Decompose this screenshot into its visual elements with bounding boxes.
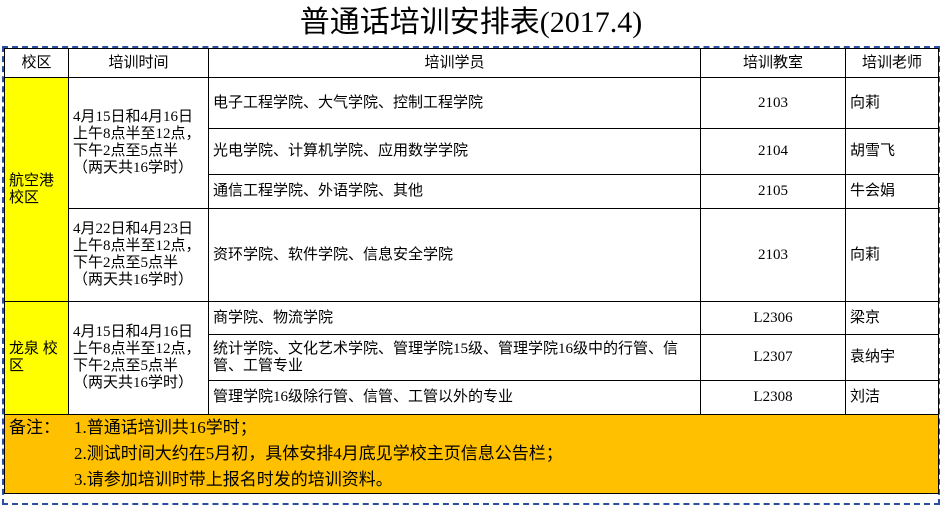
- room-cell: L2308: [700, 380, 846, 415]
- sheet-title-row: 普通话培训安排表(2017.4): [0, 0, 942, 46]
- teacher-cell: 袁纳宇: [845, 334, 939, 381]
- time-cell-block-1: 4月15日和4月16日 上午8点半至12点， 下午2点至5点半 （两天共16学时…: [68, 77, 209, 209]
- notes-row: 备注： 1.普通话培训共16学时； 2.测试时间大约在5月初，具体安排4月底见学…: [4, 414, 939, 494]
- table-row: 龙泉 校区 4月15日和4月16日 上午8点半至12点， 下午2点至5点半 （两…: [4, 301, 939, 415]
- table-row: 光电学院、计算机学院、应用数学学院 2104 胡雪飞: [5, 128, 939, 175]
- table-row: 4月22日和4月23日 上午8点半至12点， 下午2点至5点半 （两天共16学时…: [5, 208, 939, 302]
- table-row: 航空港 校区 4月15日和4月16日 上午8点半至12点， 下午2点至5点半 （…: [4, 77, 939, 302]
- time-cell-block-2: 4月22日和4月23日 上午8点半至12点， 下午2点至5点半 （两天共16学时…: [68, 208, 209, 302]
- campus-cell-hangkonggang: 航空港 校区: [4, 77, 69, 302]
- students-cell: 通信工程学院、外语学院、其他: [208, 174, 701, 209]
- header-teacher: 培训老师: [845, 48, 939, 78]
- students-cell: 光电学院、计算机学院、应用数学学院: [208, 128, 701, 175]
- note-line-1: 1.普通话培训共16学时；: [74, 418, 257, 437]
- note-line-3: 3.请参加培训时带上报名时发的培训资料。: [74, 470, 393, 489]
- students-cell: 资环学院、软件学院、信息安全学院: [208, 208, 701, 302]
- training-schedule-table: 校区 培训时间 培训学员 培训教室 培训老师 航空港 校区 4月15日和4月16…: [4, 48, 939, 494]
- header-students: 培训学员: [208, 48, 701, 78]
- page-title: 普通话培训安排表(2017.4): [299, 6, 643, 39]
- header-time: 培训时间: [68, 48, 209, 78]
- students-cell: 统计学院、文化艺术学院、管理学院15级、管理学院16级中的行管、信管、工管专业: [208, 334, 701, 381]
- notes-label: 备注：: [9, 418, 60, 437]
- room-cell: 2103: [700, 208, 846, 302]
- teacher-cell: 刘洁: [845, 380, 939, 415]
- notes-cell: 备注： 1.普通话培训共16学时； 2.测试时间大约在5月初，具体安排4月底见学…: [4, 414, 939, 494]
- note-line-2: 2.测试时间大约在5月初，具体安排4月底见学校主页信息公告栏；: [74, 444, 563, 463]
- header-room: 培训教室: [700, 48, 846, 78]
- table-row: 管理学院16级除行管、信管、工管以外的专业 L2308 刘洁: [5, 380, 939, 415]
- campus-cell-longquan: 龙泉 校区: [4, 301, 69, 415]
- students-cell: 商学院、物流学院: [208, 301, 701, 335]
- teacher-cell: 梁京: [845, 301, 939, 335]
- selection-marquee: [2, 46, 940, 505]
- table-header-row: 校区 培训时间 培训学员 培训教室 培训老师: [4, 48, 939, 78]
- room-cell: 2103: [700, 77, 846, 129]
- header-campus: 校区: [4, 48, 69, 78]
- students-cell: 管理学院16级除行管、信管、工管以外的专业: [208, 380, 701, 415]
- room-cell: L2306: [700, 301, 846, 335]
- notes-list: 1.普通话培训共16学时； 2.测试时间大约在5月初，具体安排4月底见学校主页信…: [74, 416, 563, 493]
- students-cell: 电子工程学院、大气学院、控制工程学院: [208, 77, 701, 129]
- teacher-cell: 向莉: [845, 77, 939, 129]
- teacher-cell: 牛会娟: [845, 174, 939, 209]
- room-cell: 2104: [700, 128, 846, 175]
- time-cell-block-3: 4月15日和4月16日 上午8点半至12点， 下午2点至5点半 （两天共16学时…: [68, 301, 209, 415]
- room-cell: L2307: [700, 334, 846, 381]
- room-cell: 2105: [700, 174, 846, 209]
- table-row: 统计学院、文化艺术学院、管理学院15级、管理学院16级中的行管、信管、工管专业 …: [5, 334, 939, 381]
- teacher-cell: 胡雪飞: [845, 128, 939, 175]
- teacher-cell: 向莉: [845, 208, 939, 302]
